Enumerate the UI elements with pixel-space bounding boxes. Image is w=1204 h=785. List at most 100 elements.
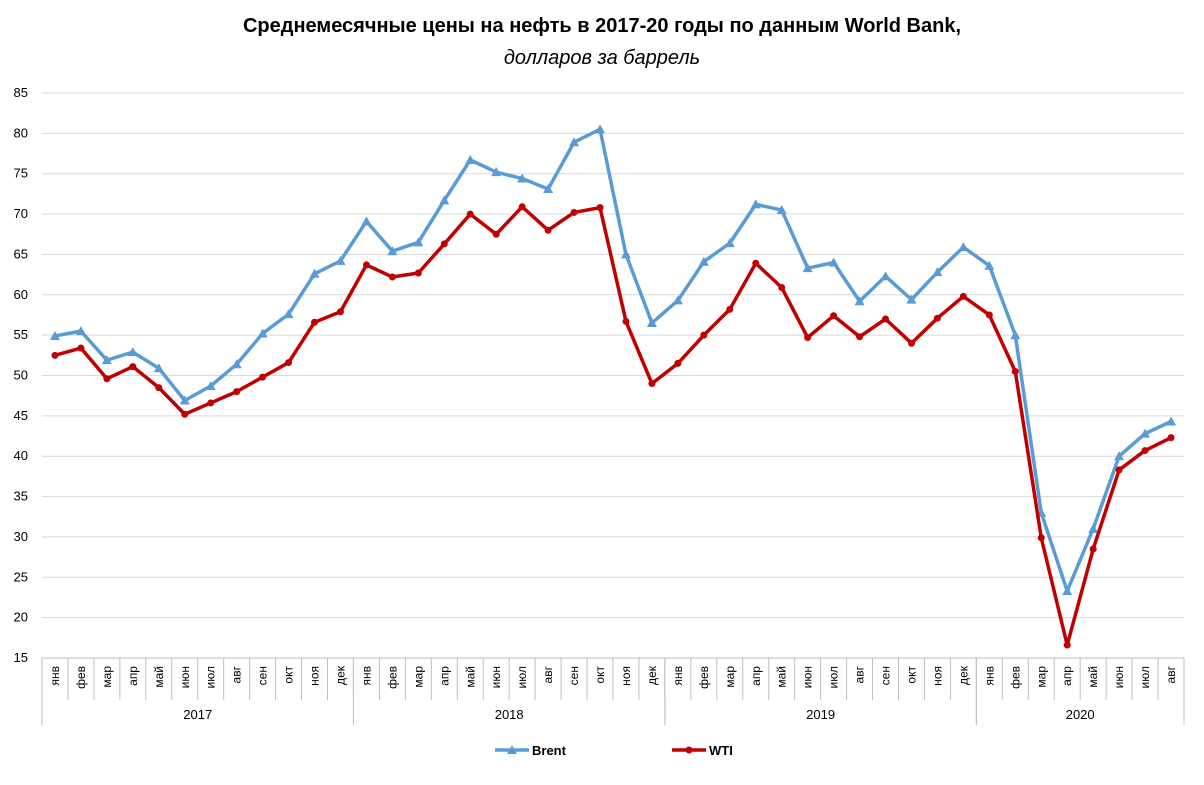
marker xyxy=(543,184,554,194)
x-tick-label: май xyxy=(463,666,477,688)
marker xyxy=(959,292,967,300)
marker xyxy=(205,380,216,390)
marker xyxy=(933,314,941,322)
x-tick-label: фев xyxy=(74,666,88,689)
y-tick-label: 65 xyxy=(14,246,28,261)
x-tick-label: июн xyxy=(1112,666,1126,688)
marker xyxy=(828,257,839,267)
marker xyxy=(932,267,943,277)
x-tick-label: авг xyxy=(853,665,867,683)
marker xyxy=(1115,466,1123,474)
marker xyxy=(685,746,693,754)
x-tick-label: мар xyxy=(411,666,425,688)
marker xyxy=(101,355,112,365)
marker xyxy=(984,260,995,270)
marker xyxy=(1140,428,1151,438)
marker xyxy=(361,216,372,226)
series-line xyxy=(54,205,1172,647)
marker xyxy=(830,312,838,320)
x-tick-label: дек xyxy=(333,665,347,685)
marker xyxy=(335,255,346,265)
marker xyxy=(804,334,812,342)
y-tick-label: 50 xyxy=(14,368,28,383)
y-tick-label: 25 xyxy=(14,569,28,584)
marker xyxy=(570,208,578,216)
x-tick-label: сен xyxy=(567,666,581,685)
x-tick-label: июн xyxy=(489,666,503,688)
y-tick-label: 40 xyxy=(14,448,28,463)
y-tick-label: 20 xyxy=(14,610,28,625)
x-tick-label: дек xyxy=(645,665,659,685)
marker xyxy=(854,296,865,306)
y-tick-label: 85 xyxy=(14,85,28,100)
y-tick-label: 35 xyxy=(14,489,28,504)
x-tick-label: май xyxy=(775,666,789,688)
marker xyxy=(439,195,450,205)
marker xyxy=(51,351,59,359)
legend-label: WTI xyxy=(709,743,733,758)
legend-label: Brent xyxy=(532,743,567,758)
x-tick-label: апр xyxy=(1060,666,1074,686)
x-tick-label: май xyxy=(152,666,166,688)
marker xyxy=(776,205,787,215)
marker xyxy=(1141,447,1149,455)
marker xyxy=(1062,586,1073,596)
x-tick-label: июл xyxy=(204,666,218,688)
x-tick-label: июл xyxy=(1138,666,1152,688)
marker xyxy=(752,259,760,267)
x-tick-label: авг xyxy=(230,665,244,683)
x-tick-label: июн xyxy=(801,666,815,688)
marker xyxy=(207,399,215,407)
marker xyxy=(724,238,735,248)
x-tick-label: янв xyxy=(982,666,996,686)
y-tick-label: 55 xyxy=(14,327,28,342)
marker xyxy=(155,384,163,392)
marker xyxy=(802,263,813,273)
x-tick-label: сен xyxy=(879,666,893,685)
x-tick-label: апр xyxy=(126,666,140,686)
marker xyxy=(103,375,111,383)
marker xyxy=(907,339,915,347)
marker xyxy=(958,242,969,252)
marker xyxy=(413,237,424,247)
x-group-label: 2018 xyxy=(495,707,524,722)
marker xyxy=(596,204,604,212)
x-tick-label: июл xyxy=(515,666,529,688)
series-line xyxy=(54,127,1172,593)
marker xyxy=(491,167,502,177)
x-tick-label: авг xyxy=(541,665,555,683)
marker xyxy=(179,395,190,405)
x-tick-label: ноя xyxy=(930,666,944,686)
x-tick-label: мар xyxy=(723,666,737,688)
marker xyxy=(492,230,500,238)
x-tick-label: мар xyxy=(100,666,114,688)
marker xyxy=(127,347,138,357)
x-tick-label: апр xyxy=(437,666,451,686)
marker xyxy=(906,294,917,304)
marker xyxy=(882,315,890,323)
marker xyxy=(1089,545,1097,553)
x-tick-label: сен xyxy=(256,666,270,685)
marker xyxy=(129,363,137,371)
marker xyxy=(233,388,241,396)
marker xyxy=(283,309,294,319)
marker xyxy=(648,380,656,388)
marker xyxy=(507,745,517,754)
x-tick-label: апр xyxy=(749,666,763,686)
x-tick-label: май xyxy=(1086,666,1100,688)
x-tick-label: авг xyxy=(1164,665,1178,683)
marker xyxy=(1114,451,1125,461)
marker xyxy=(285,359,293,367)
marker xyxy=(646,318,657,328)
marker xyxy=(620,249,631,259)
marker xyxy=(1088,523,1099,533)
x-tick-label: фев xyxy=(1008,666,1022,689)
marker xyxy=(880,271,891,281)
y-tick-label: 70 xyxy=(14,206,28,221)
marker xyxy=(750,199,761,209)
marker xyxy=(231,359,242,369)
marker xyxy=(466,210,474,218)
marker xyxy=(672,295,683,305)
marker xyxy=(388,273,396,281)
x-tick-label: фев xyxy=(697,666,711,689)
